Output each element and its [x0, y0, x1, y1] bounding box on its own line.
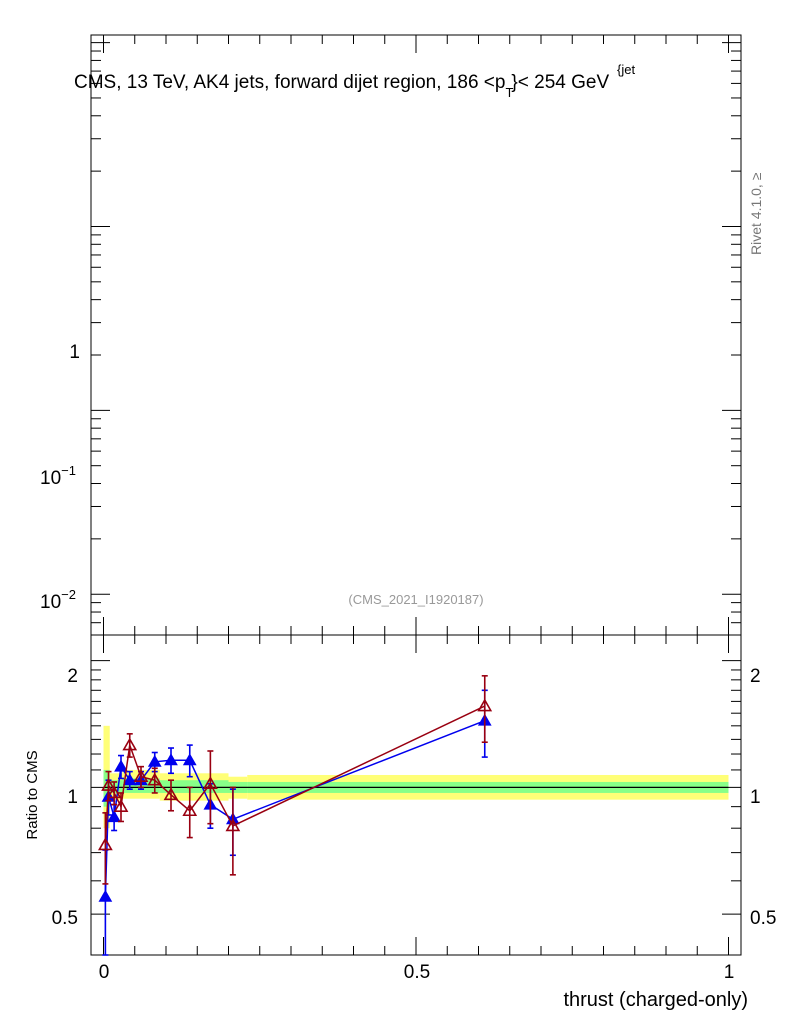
- title-main: CMS, 13 TeV, AK4 jets, forward dijet reg…: [74, 72, 505, 93]
- top-panel-frame: [90, 34, 742, 636]
- top-ytick-label-1: 1: [69, 342, 80, 363]
- data-point: [182, 753, 197, 766]
- data-point: [98, 889, 113, 902]
- data-point: [106, 785, 122, 799]
- ratio-ytick-label-1-right: 1: [750, 787, 761, 808]
- analysis-label: (CMS_2021_I1920187): [348, 592, 483, 607]
- data-point: [477, 698, 493, 712]
- ratio-ylabel: Ratio to CMS: [24, 750, 41, 839]
- data-point: [101, 777, 116, 791]
- ratio-ytick-label-2-right: 2: [750, 666, 761, 687]
- xtick-label-0: 0: [99, 962, 110, 983]
- xtick-label-0.5: 0.5: [404, 962, 430, 983]
- data-point: [114, 759, 128, 772]
- ratio-ytick-label-2: 2: [67, 666, 78, 687]
- series-line-blue: [104, 719, 486, 897]
- data-point: [122, 737, 138, 751]
- data-point: [182, 803, 198, 817]
- data-point: [163, 787, 179, 801]
- top-ytick-label-0.01: 10−2: [40, 587, 76, 613]
- ratio-ytick-label-0.5-right: 0.5: [750, 908, 776, 929]
- series-red: [97, 675, 493, 885]
- series-line-red: [104, 705, 486, 845]
- data-point: [133, 769, 149, 783]
- title-superscript: {jet: [617, 62, 635, 77]
- data-series: [97, 675, 493, 956]
- data-point: [147, 772, 163, 786]
- plot-title: CMS, 13 TeV, AK4 jets, forward dijet reg…: [74, 72, 609, 100]
- title-subscript: T: [505, 85, 513, 100]
- title-tail: }< 254 GeV: [511, 72, 609, 93]
- ratio-ytick-label-1: 1: [67, 787, 78, 808]
- data-point: [97, 837, 113, 851]
- data-point: [164, 753, 178, 766]
- data-point: [225, 818, 241, 832]
- data-point: [202, 776, 218, 790]
- xtick-label-1: 1: [724, 962, 735, 983]
- ratio-ytick-label-0.5: 0.5: [52, 908, 78, 929]
- x-axis-title: thrust (charged-only): [563, 989, 748, 1011]
- data-point: [107, 810, 121, 823]
- green-band-0: [103, 769, 110, 807]
- data-point: [113, 799, 129, 812]
- rivet-version-label: Rivet 4.1.0, ≥: [748, 172, 764, 255]
- top-ytick-label-0.1: 10−1: [40, 463, 76, 489]
- data-point: [147, 754, 162, 767]
- series-blue: [98, 689, 492, 956]
- data-point: [122, 773, 137, 786]
- axis-ticks: [91, 35, 741, 956]
